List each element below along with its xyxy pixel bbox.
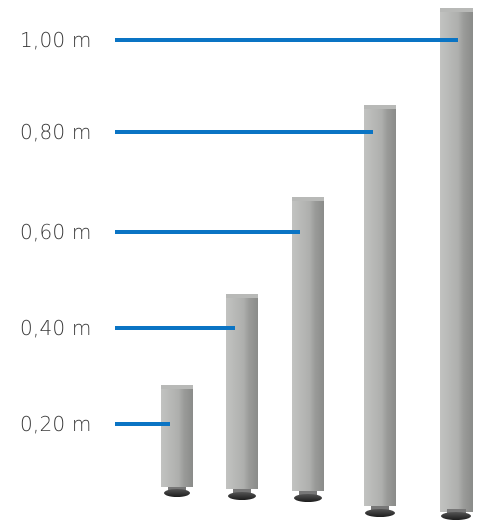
height-label-40: 0,40 m	[20, 316, 92, 340]
height-label-20: 0,20 m	[20, 412, 92, 436]
table-leg-2	[226, 294, 258, 500]
height-label-100: 1,00 m	[20, 28, 92, 52]
height-label-80: 0,80 m	[20, 120, 92, 144]
table-leg-3	[292, 197, 324, 502]
height-label-60: 0,60 m	[20, 220, 92, 244]
table-leg-1	[161, 385, 193, 497]
table-leg-4	[364, 105, 396, 517]
table-leg-5	[440, 8, 473, 520]
